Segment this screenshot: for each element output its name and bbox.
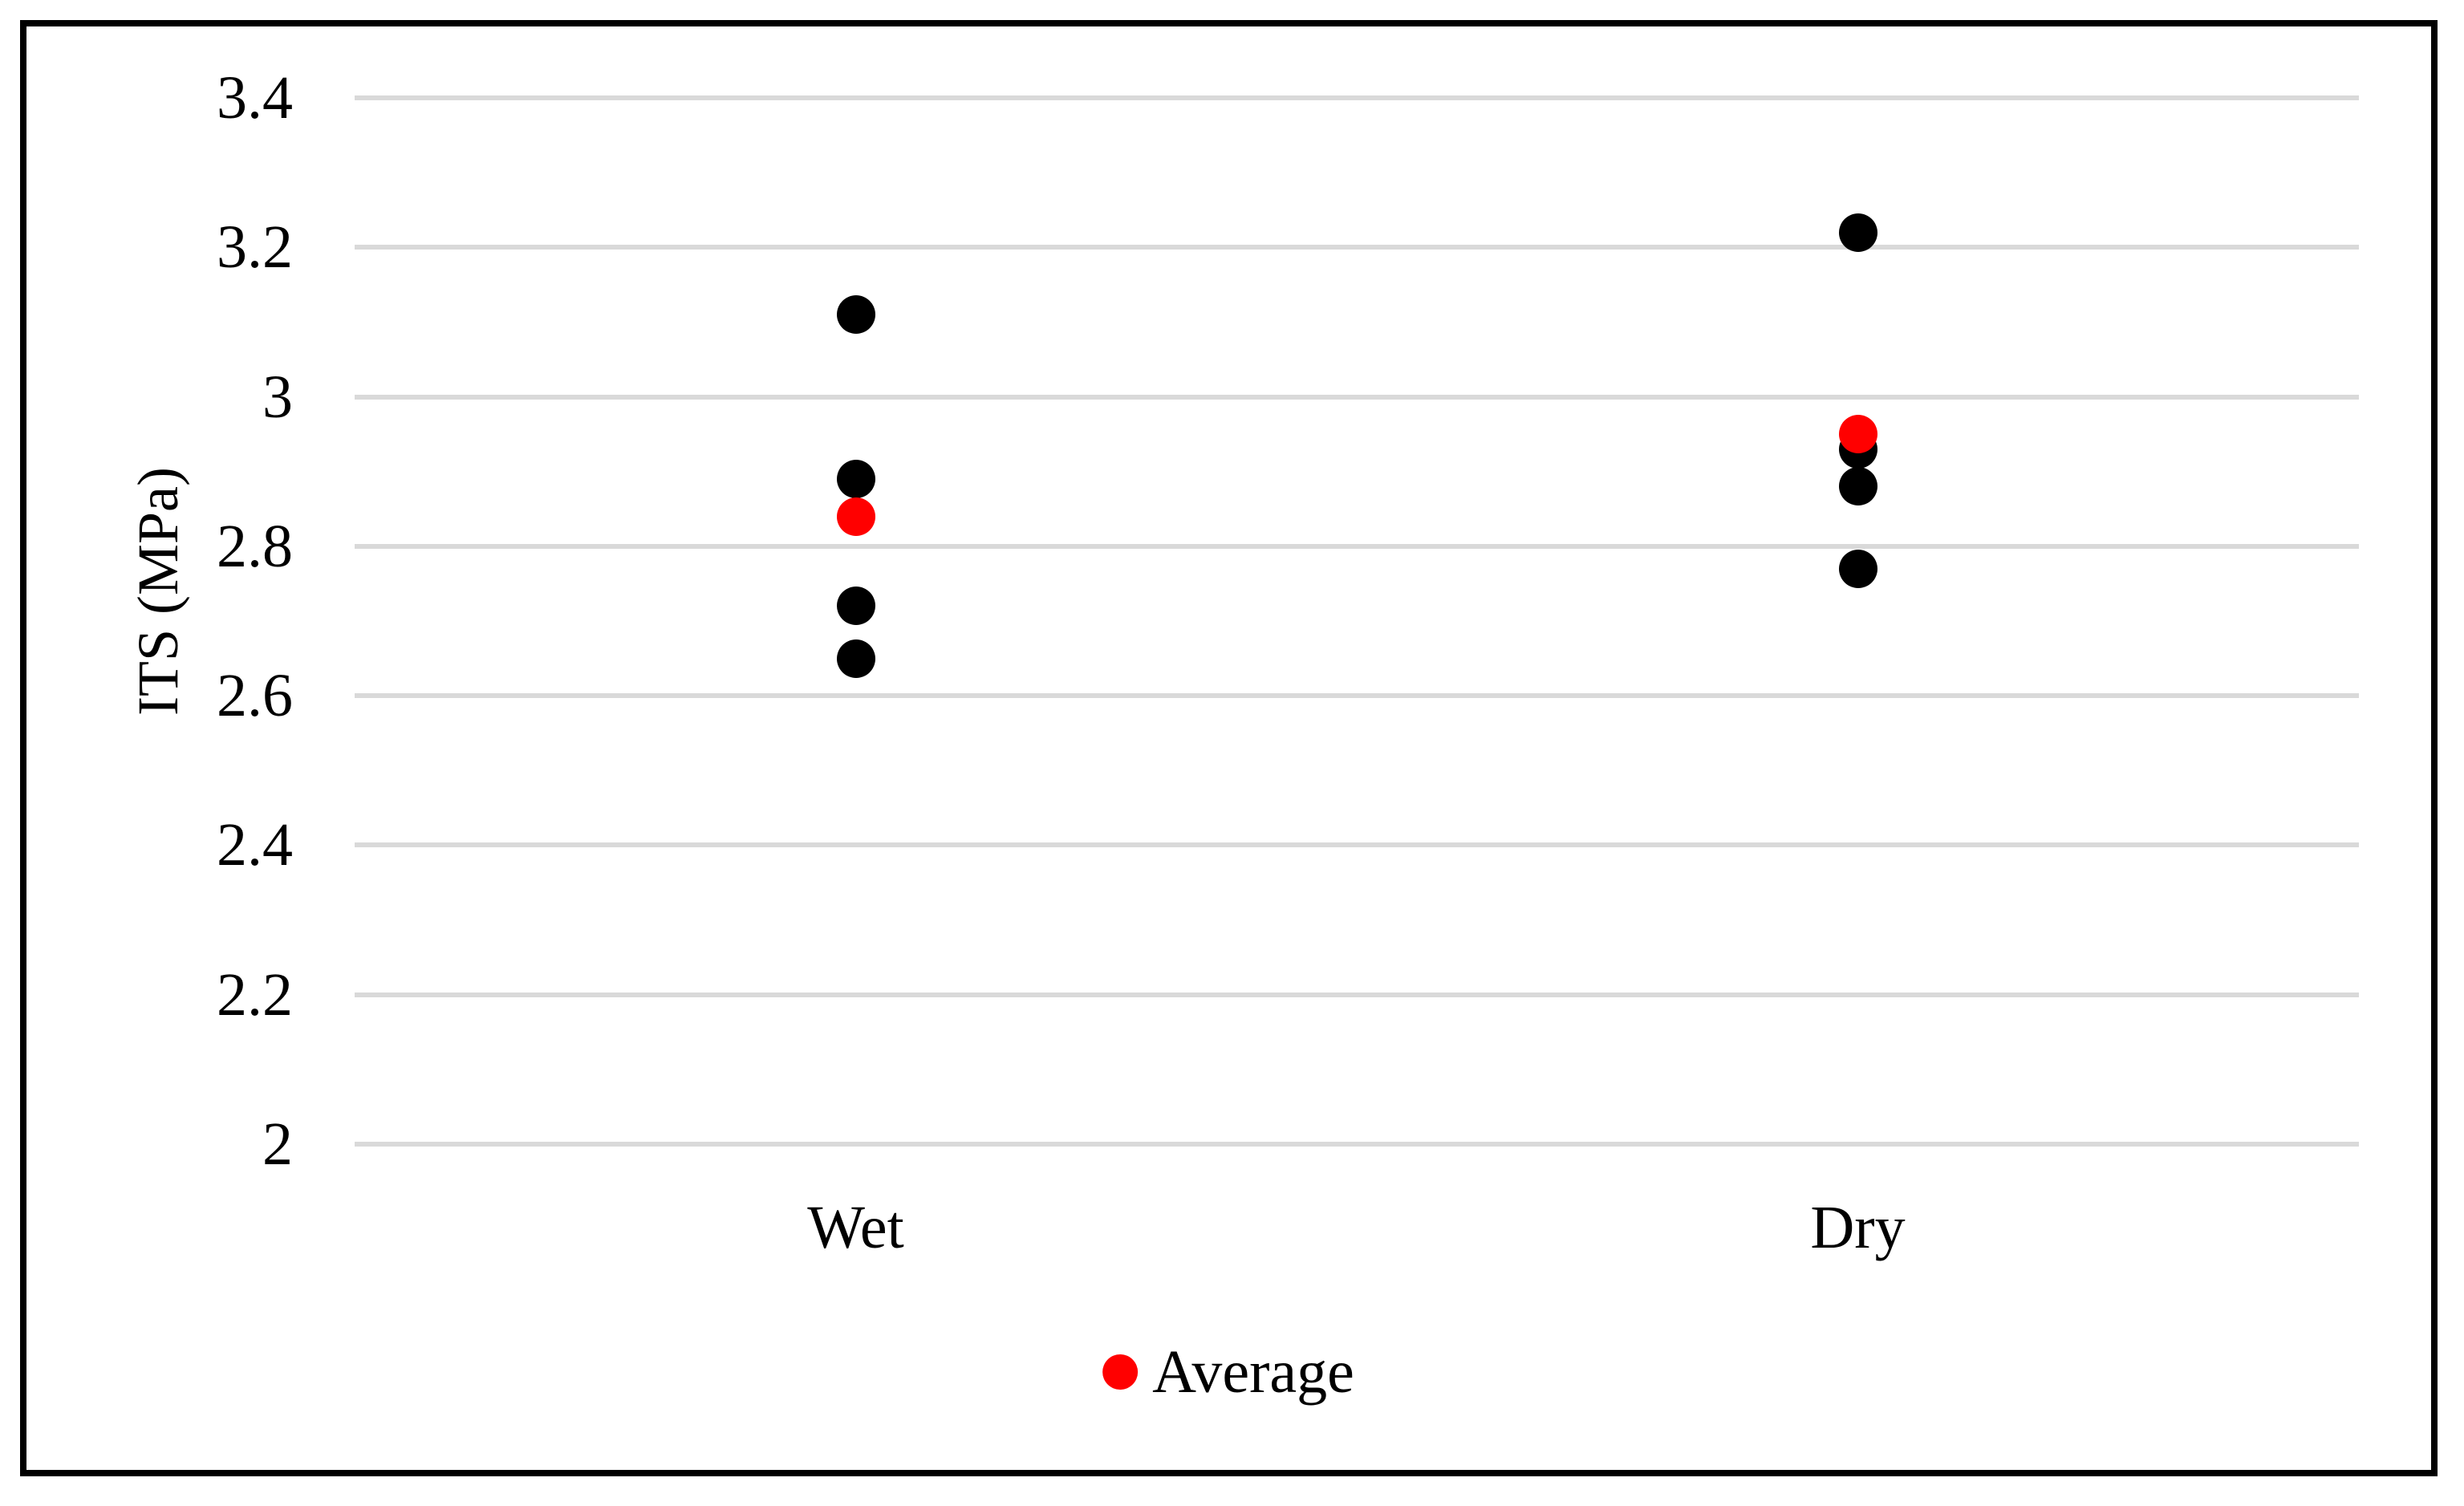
gridline-y-2.6 (355, 693, 2359, 699)
sample-point-wet (836, 295, 875, 335)
gridline-y-2 (355, 1142, 2359, 1147)
sample-point-dry (1838, 549, 1877, 588)
gridline-y-3.2 (355, 245, 2359, 250)
gridline-y-3.4 (355, 95, 2359, 100)
y-tick-label-2: 2 (262, 1110, 293, 1178)
chart-frame-border (20, 20, 2438, 1476)
average-point-wet (836, 497, 875, 536)
gridline-y-2.2 (355, 992, 2359, 997)
gridline-y-2.4 (355, 842, 2359, 848)
y-tick-label-3.2: 3.2 (217, 213, 293, 282)
x-category-label-dry: Dry (1810, 1194, 1906, 1261)
y-tick-label-3: 3 (262, 363, 293, 431)
average-legend-marker-icon (1102, 1354, 1139, 1390)
y-tick-label-2.6: 2.6 (217, 662, 293, 730)
average-point-dry (1838, 415, 1877, 454)
average-legend-label: Average (1152, 1338, 1354, 1406)
sample-point-wet (836, 460, 875, 499)
gridline-y-2.8 (355, 543, 2359, 549)
y-tick-label-2.2: 2.2 (217, 960, 293, 1029)
y-tick-label-3.4: 3.4 (217, 64, 293, 132)
sample-point-wet (836, 639, 875, 678)
y-axis-title: ITS (MPa) (126, 467, 190, 716)
sample-point-dry (1838, 467, 1877, 506)
x-category-label-wet: Wet (807, 1194, 904, 1261)
y-tick-label-2.4: 2.4 (217, 811, 293, 879)
sample-point-wet (836, 587, 875, 626)
legend: Average (1102, 1338, 1354, 1406)
y-tick-label-2.8: 2.8 (217, 512, 293, 580)
gridline-y-3 (355, 394, 2359, 400)
sample-point-dry (1838, 213, 1877, 252)
